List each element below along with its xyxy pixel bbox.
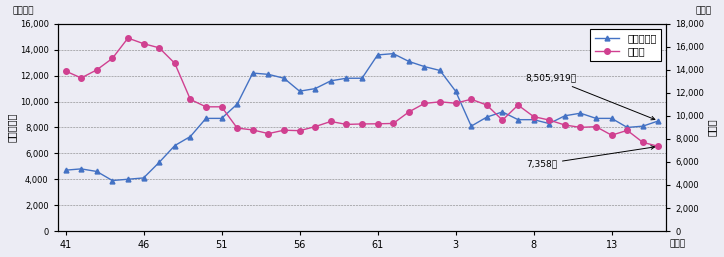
取締り件数 — [62, 169, 70, 172]
死者数 — [529, 115, 538, 118]
死者数 — [358, 122, 366, 125]
死者数 — [77, 76, 85, 79]
取締り件数 — [155, 161, 164, 164]
取締り件数 — [514, 118, 523, 121]
取締り件数 — [139, 176, 148, 179]
取締り件数 — [592, 117, 600, 120]
取締り件数 — [342, 77, 350, 80]
死者数 — [560, 123, 569, 126]
取締り件数 — [279, 77, 288, 80]
死者数 — [514, 104, 523, 107]
死者数 — [374, 122, 382, 125]
Text: 7,358人: 7,358人 — [526, 146, 654, 169]
死者数 — [217, 105, 226, 108]
死者数 — [248, 128, 257, 132]
取締り件数 — [217, 117, 226, 120]
死者数 — [62, 69, 70, 72]
死者数 — [342, 123, 350, 126]
Line: 取締り件数: 取締り件数 — [63, 51, 661, 183]
死者数 — [311, 125, 319, 128]
取締り件数 — [108, 179, 117, 182]
死者数 — [327, 120, 335, 123]
死者数 — [93, 68, 101, 71]
取締り件数 — [233, 103, 242, 106]
死者数 — [592, 125, 600, 128]
死者数 — [405, 111, 413, 114]
Text: （年）: （年） — [669, 239, 686, 248]
取締り件数 — [186, 135, 195, 138]
取締り件数 — [374, 53, 382, 57]
死者数 — [482, 104, 491, 107]
Legend: 取締り件数, 死者数: 取締り件数, 死者数 — [590, 29, 662, 61]
死者数 — [451, 102, 460, 105]
死者数 — [498, 119, 507, 122]
死者数 — [576, 126, 585, 129]
取締り件数 — [482, 116, 491, 119]
死者数 — [233, 126, 242, 130]
取締り件数 — [498, 110, 507, 113]
取締り件数 — [295, 90, 304, 93]
死者数 — [186, 98, 195, 101]
死者数 — [264, 132, 273, 135]
取締り件数 — [124, 178, 132, 181]
取締り件数 — [389, 52, 397, 55]
取締り件数 — [639, 125, 647, 128]
取締り件数 — [420, 65, 429, 68]
取締り件数 — [560, 114, 569, 117]
死者数 — [108, 57, 117, 60]
Y-axis label: 死者数: 死者数 — [707, 119, 717, 136]
死者数 — [607, 134, 616, 137]
Text: 8,505,919件: 8,505,919件 — [526, 74, 654, 120]
死者数 — [170, 62, 179, 65]
Y-axis label: 取締り件数: 取締り件数 — [7, 113, 17, 142]
Text: （人）: （人） — [696, 7, 712, 16]
死者数 — [420, 102, 429, 105]
死者数 — [545, 118, 554, 122]
死者数 — [155, 46, 164, 49]
死者数 — [201, 105, 210, 108]
死者数 — [467, 98, 476, 101]
死者数 — [436, 100, 445, 103]
死者数 — [639, 141, 647, 144]
取締り件数 — [358, 77, 366, 80]
取締り件数 — [623, 126, 631, 129]
死者数 — [279, 129, 288, 132]
取締り件数 — [170, 144, 179, 147]
死者数 — [623, 129, 631, 132]
取締り件数 — [405, 60, 413, 63]
取締り件数 — [436, 69, 445, 72]
取締り件数 — [201, 117, 210, 120]
取締り件数 — [327, 79, 335, 82]
死者数 — [389, 122, 397, 125]
取締り件数 — [93, 170, 101, 173]
取締り件数 — [607, 117, 616, 120]
取締り件数 — [264, 73, 273, 76]
死者数 — [654, 145, 662, 148]
死者数 — [124, 36, 132, 40]
Line: 死者数: 死者数 — [63, 35, 661, 149]
取締り件数 — [576, 112, 585, 115]
取締り件数 — [654, 119, 662, 122]
取締り件数 — [311, 87, 319, 90]
取締り件数 — [529, 118, 538, 121]
取締り件数 — [451, 90, 460, 93]
取締り件数 — [77, 167, 85, 170]
取締り件数 — [545, 122, 554, 125]
Text: （千件）: （千件） — [12, 7, 33, 16]
取締り件数 — [248, 71, 257, 75]
取締り件数 — [467, 125, 476, 128]
死者数 — [139, 42, 148, 45]
死者数 — [295, 129, 304, 132]
